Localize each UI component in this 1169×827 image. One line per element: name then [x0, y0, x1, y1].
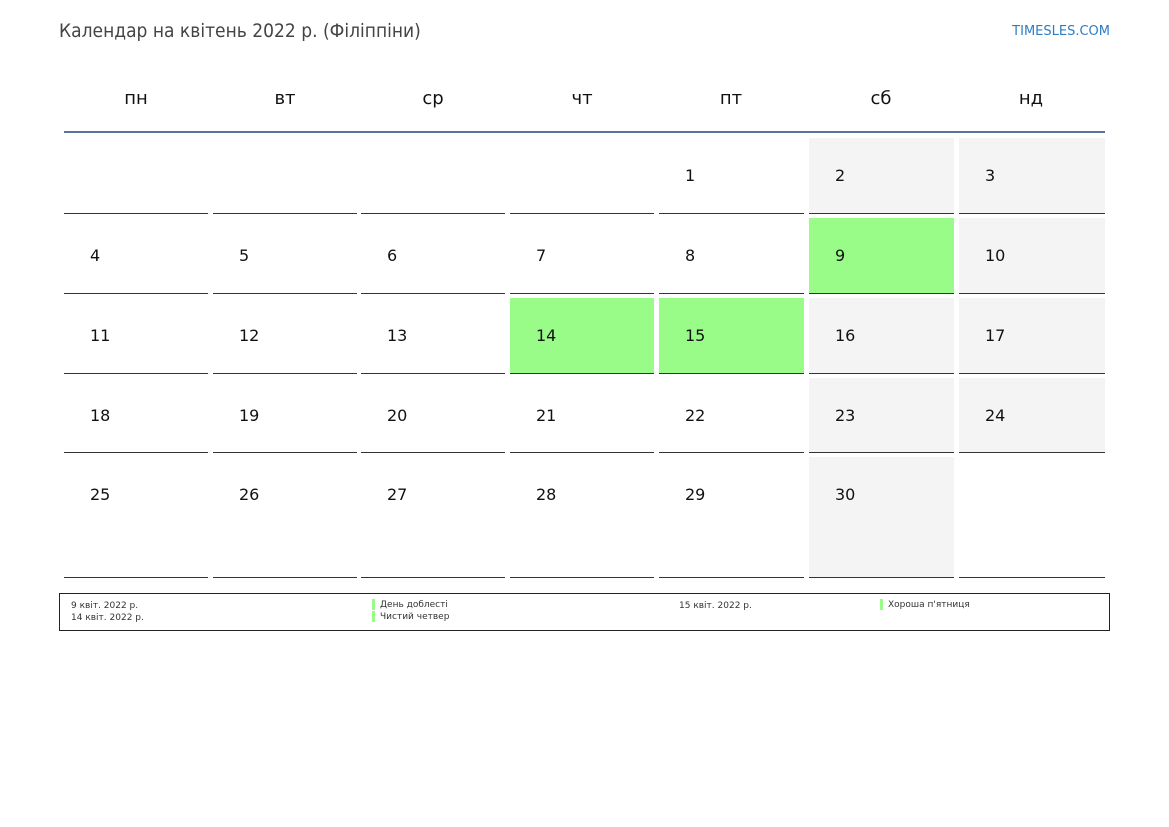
holiday-legend: 9 квіт. 2022 р. 14 квіт. 2022 р. День до…: [59, 593, 1110, 631]
day-number: 20: [387, 406, 408, 425]
weekday-header: пн: [124, 88, 148, 109]
day-number: 13: [387, 326, 408, 345]
day-number: 19: [239, 406, 260, 425]
day-cell[interactable]: 7: [510, 218, 654, 294]
weekday-header: вт: [274, 88, 296, 109]
day-cell[interactable]: 27: [361, 457, 505, 578]
holiday-marker: [372, 599, 375, 610]
day-number: 21: [536, 406, 557, 425]
holiday-marker: [880, 599, 883, 610]
day-number: 18: [90, 406, 111, 425]
day-cell[interactable]: 30: [809, 457, 954, 578]
day-number: 16: [835, 326, 856, 345]
legend-holiday-name: Хороша п'ятниця: [888, 600, 970, 610]
day-cell[interactable]: 25: [64, 457, 208, 578]
day-cell[interactable]: 21: [510, 378, 654, 453]
day-cell[interactable]: 20: [361, 378, 505, 453]
day-number: 3: [985, 166, 996, 185]
legend-holiday: Чистий четвер: [372, 611, 449, 622]
day-number: 15: [685, 326, 706, 345]
header-divider: [64, 131, 1105, 133]
day-cell[interactable]: 6: [361, 218, 505, 294]
day-number: 2: [835, 166, 846, 185]
day-cell[interactable]: 22: [659, 378, 804, 453]
holiday-marker: [372, 611, 375, 622]
day-cell[interactable]: 24: [959, 378, 1105, 453]
legend-date: 14 квіт. 2022 р.: [71, 613, 144, 623]
day-cell[interactable]: 8: [659, 218, 804, 294]
day-cell[interactable]: 28: [510, 457, 654, 578]
day-cell[interactable]: 12: [213, 298, 357, 374]
day-cell[interactable]: 18: [64, 378, 208, 453]
day-number: 27: [387, 485, 408, 504]
day-number: 8: [685, 246, 696, 265]
legend-holiday: Хороша п'ятниця: [880, 599, 970, 610]
day-number: 1: [685, 166, 696, 185]
day-number: 9: [835, 246, 846, 265]
day-number: 25: [90, 485, 111, 504]
day-cell[interactable]: 15: [659, 298, 804, 374]
empty-cell: [213, 138, 357, 214]
day-cell[interactable]: 4: [64, 218, 208, 294]
day-cell[interactable]: 19: [213, 378, 357, 453]
day-cell[interactable]: 29: [659, 457, 804, 578]
legend-date: 9 квіт. 2022 р.: [71, 601, 139, 611]
weekday-header: сб: [870, 88, 892, 109]
day-number: 7: [536, 246, 547, 265]
day-cell[interactable]: 1: [659, 138, 804, 214]
day-cell[interactable]: 3: [959, 138, 1105, 214]
empty-cell: [64, 138, 208, 214]
day-number: 10: [985, 246, 1006, 265]
day-number: 14: [536, 326, 557, 345]
page-title: Календар на квітень 2022 р. (Філіппіни): [59, 20, 421, 42]
day-number: 28: [536, 485, 557, 504]
day-number: 11: [90, 326, 111, 345]
day-cell[interactable]: 9: [809, 218, 954, 294]
day-number: 26: [239, 485, 260, 504]
legend-holiday-name: Чистий четвер: [380, 612, 450, 622]
day-cell[interactable]: 10: [959, 218, 1105, 294]
empty-cell: [510, 138, 654, 214]
legend-date: 15 квіт. 2022 р.: [679, 601, 752, 611]
day-number: 23: [835, 406, 856, 425]
brand-link[interactable]: TIMESLES.COM: [1012, 24, 1110, 39]
weekday-header: ср: [422, 88, 444, 109]
empty-cell: [959, 457, 1105, 578]
weekday-header: чт: [571, 88, 593, 109]
day-number: 4: [90, 246, 101, 265]
day-number: 6: [387, 246, 398, 265]
day-cell[interactable]: 26: [213, 457, 357, 578]
day-cell[interactable]: 2: [809, 138, 954, 214]
empty-cell: [361, 138, 505, 214]
day-cell[interactable]: 5: [213, 218, 357, 294]
day-cell[interactable]: 17: [959, 298, 1105, 374]
day-cell[interactable]: 23: [809, 378, 954, 453]
day-number: 17: [985, 326, 1006, 345]
day-cell[interactable]: 14: [510, 298, 654, 374]
weekday-header: пт: [719, 88, 743, 109]
legend-holiday: День доблесті: [372, 599, 448, 610]
day-cell[interactable]: 13: [361, 298, 505, 374]
day-number: 29: [685, 485, 706, 504]
day-cell[interactable]: 11: [64, 298, 208, 374]
day-number: 24: [985, 406, 1006, 425]
day-number: 12: [239, 326, 260, 345]
day-number: 5: [239, 246, 250, 265]
day-number: 30: [835, 485, 856, 504]
day-cell[interactable]: 16: [809, 298, 954, 374]
weekday-header: нд: [1018, 88, 1044, 109]
day-number: 22: [685, 406, 706, 425]
legend-holiday-name: День доблесті: [380, 600, 448, 610]
